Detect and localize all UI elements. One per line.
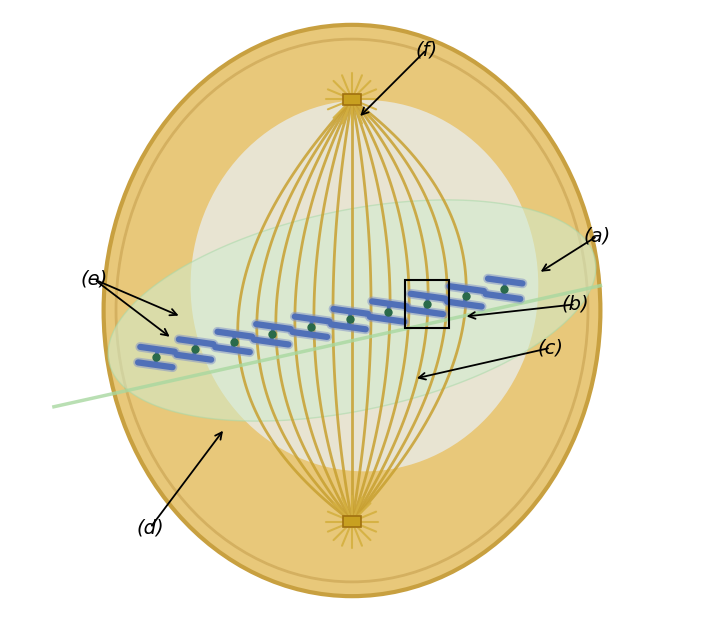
Text: (b): (b) [562, 295, 589, 314]
Text: (e): (e) [81, 270, 108, 289]
Ellipse shape [191, 100, 539, 471]
Bar [343, 94, 361, 105]
Bar [405, 279, 448, 329]
Bar [343, 516, 361, 527]
Text: (a): (a) [584, 227, 611, 245]
Text: (c): (c) [538, 338, 564, 357]
Text: (d): (d) [137, 519, 164, 537]
Polygon shape [108, 200, 596, 421]
Text: (f): (f) [415, 40, 438, 59]
Ellipse shape [103, 25, 601, 596]
